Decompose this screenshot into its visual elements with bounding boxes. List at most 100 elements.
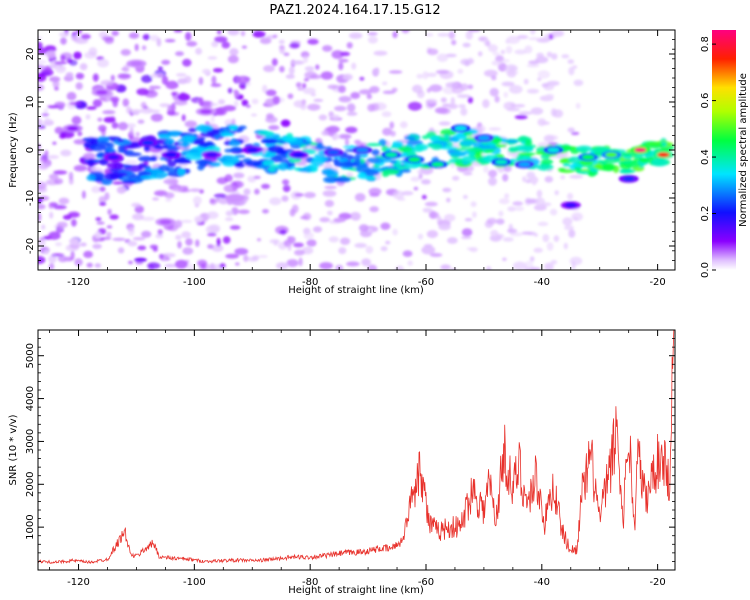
heatmap-cell <box>382 127 393 136</box>
heatmap-cell <box>354 153 361 162</box>
heatmap-cell <box>462 194 468 199</box>
heatmap-cell <box>129 126 134 136</box>
heatmap-cell <box>266 113 274 120</box>
heatmap-cell <box>98 196 107 204</box>
heatmap-cell <box>573 217 579 221</box>
heatmap-cell <box>417 233 424 240</box>
heatmap-cell <box>537 221 549 227</box>
heatmap-cell <box>210 115 215 124</box>
heatmap-cell <box>522 176 527 183</box>
heatmap-cell <box>143 145 151 152</box>
heatmap-cell <box>303 78 309 82</box>
heatmap-cell <box>465 30 473 40</box>
heatmap-cell <box>514 206 525 212</box>
heatmap-cell <box>388 70 403 74</box>
heatmap-cell <box>477 51 483 57</box>
heatmap-cell <box>333 217 346 223</box>
snr-background <box>38 330 675 570</box>
heatmap-cell <box>229 225 241 230</box>
heatmap-cell <box>173 99 188 106</box>
heatmap-cell <box>38 150 42 154</box>
heatmap-cell <box>507 71 517 78</box>
heatmap-cell <box>440 264 451 270</box>
heatmap-cell <box>164 138 175 145</box>
heatmap-cell <box>382 81 388 86</box>
colorbar-tick-label: 0.8 <box>700 36 711 52</box>
heatmap-cell <box>251 98 259 105</box>
heatmap-cell <box>224 174 233 182</box>
heatmap-cell <box>297 168 313 172</box>
heatmap-cell <box>136 88 149 96</box>
heatmap-cell <box>44 150 49 157</box>
heatmap-cell <box>326 125 340 133</box>
heatmap-cell <box>83 250 93 258</box>
heatmap-cell <box>38 36 43 40</box>
heatmap-cell <box>39 156 48 163</box>
heatmap-cell <box>467 96 473 104</box>
heatmap-cell <box>204 121 211 126</box>
heatmap-cell <box>279 65 285 73</box>
heatmap-cell <box>291 204 299 214</box>
heatmap-cell <box>47 105 60 109</box>
heatmap-cell <box>134 257 147 262</box>
heatmap-cell <box>222 236 231 244</box>
heatmap-cell <box>466 147 483 153</box>
heatmap-cell <box>52 141 57 145</box>
heatmap-cell <box>225 253 239 259</box>
heatmap-cell <box>548 33 554 40</box>
heatmap-cell <box>71 115 82 125</box>
heatmap-cell <box>174 259 188 269</box>
heatmap-cell <box>536 163 554 171</box>
heatmap-cell <box>482 99 490 109</box>
heatmap-cell <box>128 260 133 265</box>
heatmap-cell <box>571 261 576 270</box>
heatmap-cell <box>137 119 145 124</box>
colorbar-gradient <box>712 30 736 270</box>
heatmap-cell <box>545 94 555 99</box>
heatmap-feature <box>130 61 143 66</box>
heatmap-cell <box>70 250 75 260</box>
heatmap-cell <box>69 101 82 106</box>
heatmap-feature <box>408 157 421 163</box>
heatmap-cell <box>289 42 300 49</box>
heatmap-feature <box>327 150 340 155</box>
heatmap-cell <box>147 109 161 113</box>
heatmap-cell <box>452 175 460 181</box>
heatmap-cell <box>369 86 380 94</box>
heatmap-cell <box>486 266 492 270</box>
heatmap-cell <box>99 186 106 192</box>
heatmap-cell <box>568 66 575 76</box>
heatmap-cell <box>185 238 193 246</box>
heatmap-cell <box>109 214 119 220</box>
heatmap-cell <box>111 122 119 129</box>
heatmap-cell <box>380 222 391 230</box>
heatmap-cell <box>75 72 85 80</box>
x-tick-label: -60 <box>418 577 434 588</box>
heatmap-feature <box>605 152 618 158</box>
heatmap-feature <box>564 202 577 208</box>
y-tick-label: -10 <box>25 190 36 206</box>
heatmap-cell <box>536 37 551 43</box>
heatmap-cell <box>354 139 362 145</box>
heatmap-cell <box>128 32 140 39</box>
heatmap-cell <box>55 65 67 74</box>
heatmap-feature <box>205 152 218 158</box>
heatmap-cell <box>237 75 250 84</box>
heatmap-feature <box>431 162 444 167</box>
heatmap-cell <box>38 118 43 126</box>
y-tick-label: 20 <box>25 48 36 61</box>
heatmap-cell <box>504 193 510 199</box>
heatmap-cell <box>210 83 222 88</box>
heatmap-cell <box>502 257 507 261</box>
heatmap-cell <box>137 245 147 251</box>
heatmap-cell <box>295 82 302 88</box>
heatmap-cell <box>562 217 573 226</box>
heatmap-feature <box>547 147 560 153</box>
heatmap-cell <box>216 157 227 162</box>
heatmap-cell <box>293 100 306 108</box>
heatmap-cell <box>401 169 411 173</box>
heatmap-cell <box>540 158 554 165</box>
heatmap-cell <box>500 49 505 55</box>
heatmap-cell <box>260 138 279 144</box>
